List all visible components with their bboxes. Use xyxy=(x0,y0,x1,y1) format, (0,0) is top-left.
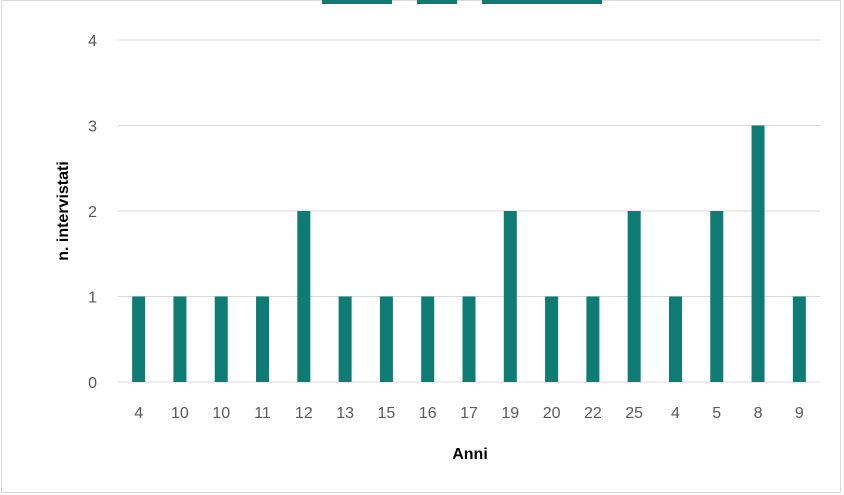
x-tick-label: 12 xyxy=(295,405,313,422)
bar-12 xyxy=(627,211,641,382)
bar-14 xyxy=(710,211,724,382)
x-tick-label: 25 xyxy=(625,405,643,422)
x-tick-label: 22 xyxy=(584,405,602,422)
bar-3 xyxy=(256,296,270,382)
x-tick-label: 19 xyxy=(501,405,519,422)
y-axis-title: n. intervistati xyxy=(55,161,72,261)
x-tick-label: 8 xyxy=(754,405,763,422)
bar-13 xyxy=(668,296,682,382)
x-axis-title: Anni xyxy=(452,446,488,463)
bar-5 xyxy=(338,296,352,382)
bar-15 xyxy=(751,125,765,382)
bar-4 xyxy=(297,211,311,382)
x-tick-label: 15 xyxy=(378,405,396,422)
bar-10 xyxy=(545,296,559,382)
bar-2 xyxy=(214,296,228,382)
x-tick-label: 9 xyxy=(795,405,804,422)
x-tick-label: 20 xyxy=(543,405,561,422)
x-tick-label: 11 xyxy=(254,405,271,422)
bar-6 xyxy=(379,296,393,382)
y-axis-ticks: 0 1 2 3 4 xyxy=(88,33,97,392)
x-tick-label: 5 xyxy=(712,405,721,422)
x-tick-label: 10 xyxy=(171,405,189,422)
bar-9 xyxy=(503,211,517,382)
x-tick-label: 10 xyxy=(212,405,230,422)
bar-8 xyxy=(462,296,476,382)
x-axis-ticks: 4 10 10 11 12 13 15 16 17 19 20 22 25 4 5 8 9 xyxy=(134,405,804,422)
bar-11 xyxy=(586,296,600,382)
bar-7 xyxy=(421,296,435,382)
x-tick-label: 4 xyxy=(671,405,680,422)
x-tick-label: 13 xyxy=(336,405,354,422)
y-tick-label: 1 xyxy=(88,290,97,307)
x-tick-label: 16 xyxy=(419,405,437,422)
chart-title-clipped xyxy=(0,0,840,6)
bar-1 xyxy=(173,296,187,382)
y-tick-label: 4 xyxy=(88,33,97,50)
bar-0 xyxy=(132,296,146,382)
y-tick-label: 0 xyxy=(88,375,97,392)
x-tick-label: 4 xyxy=(134,405,143,422)
bars xyxy=(132,125,806,382)
bar-16 xyxy=(792,296,806,382)
y-tick-label: 2 xyxy=(88,204,97,221)
x-tick-label: 17 xyxy=(460,405,478,422)
y-tick-label: 3 xyxy=(88,119,97,136)
